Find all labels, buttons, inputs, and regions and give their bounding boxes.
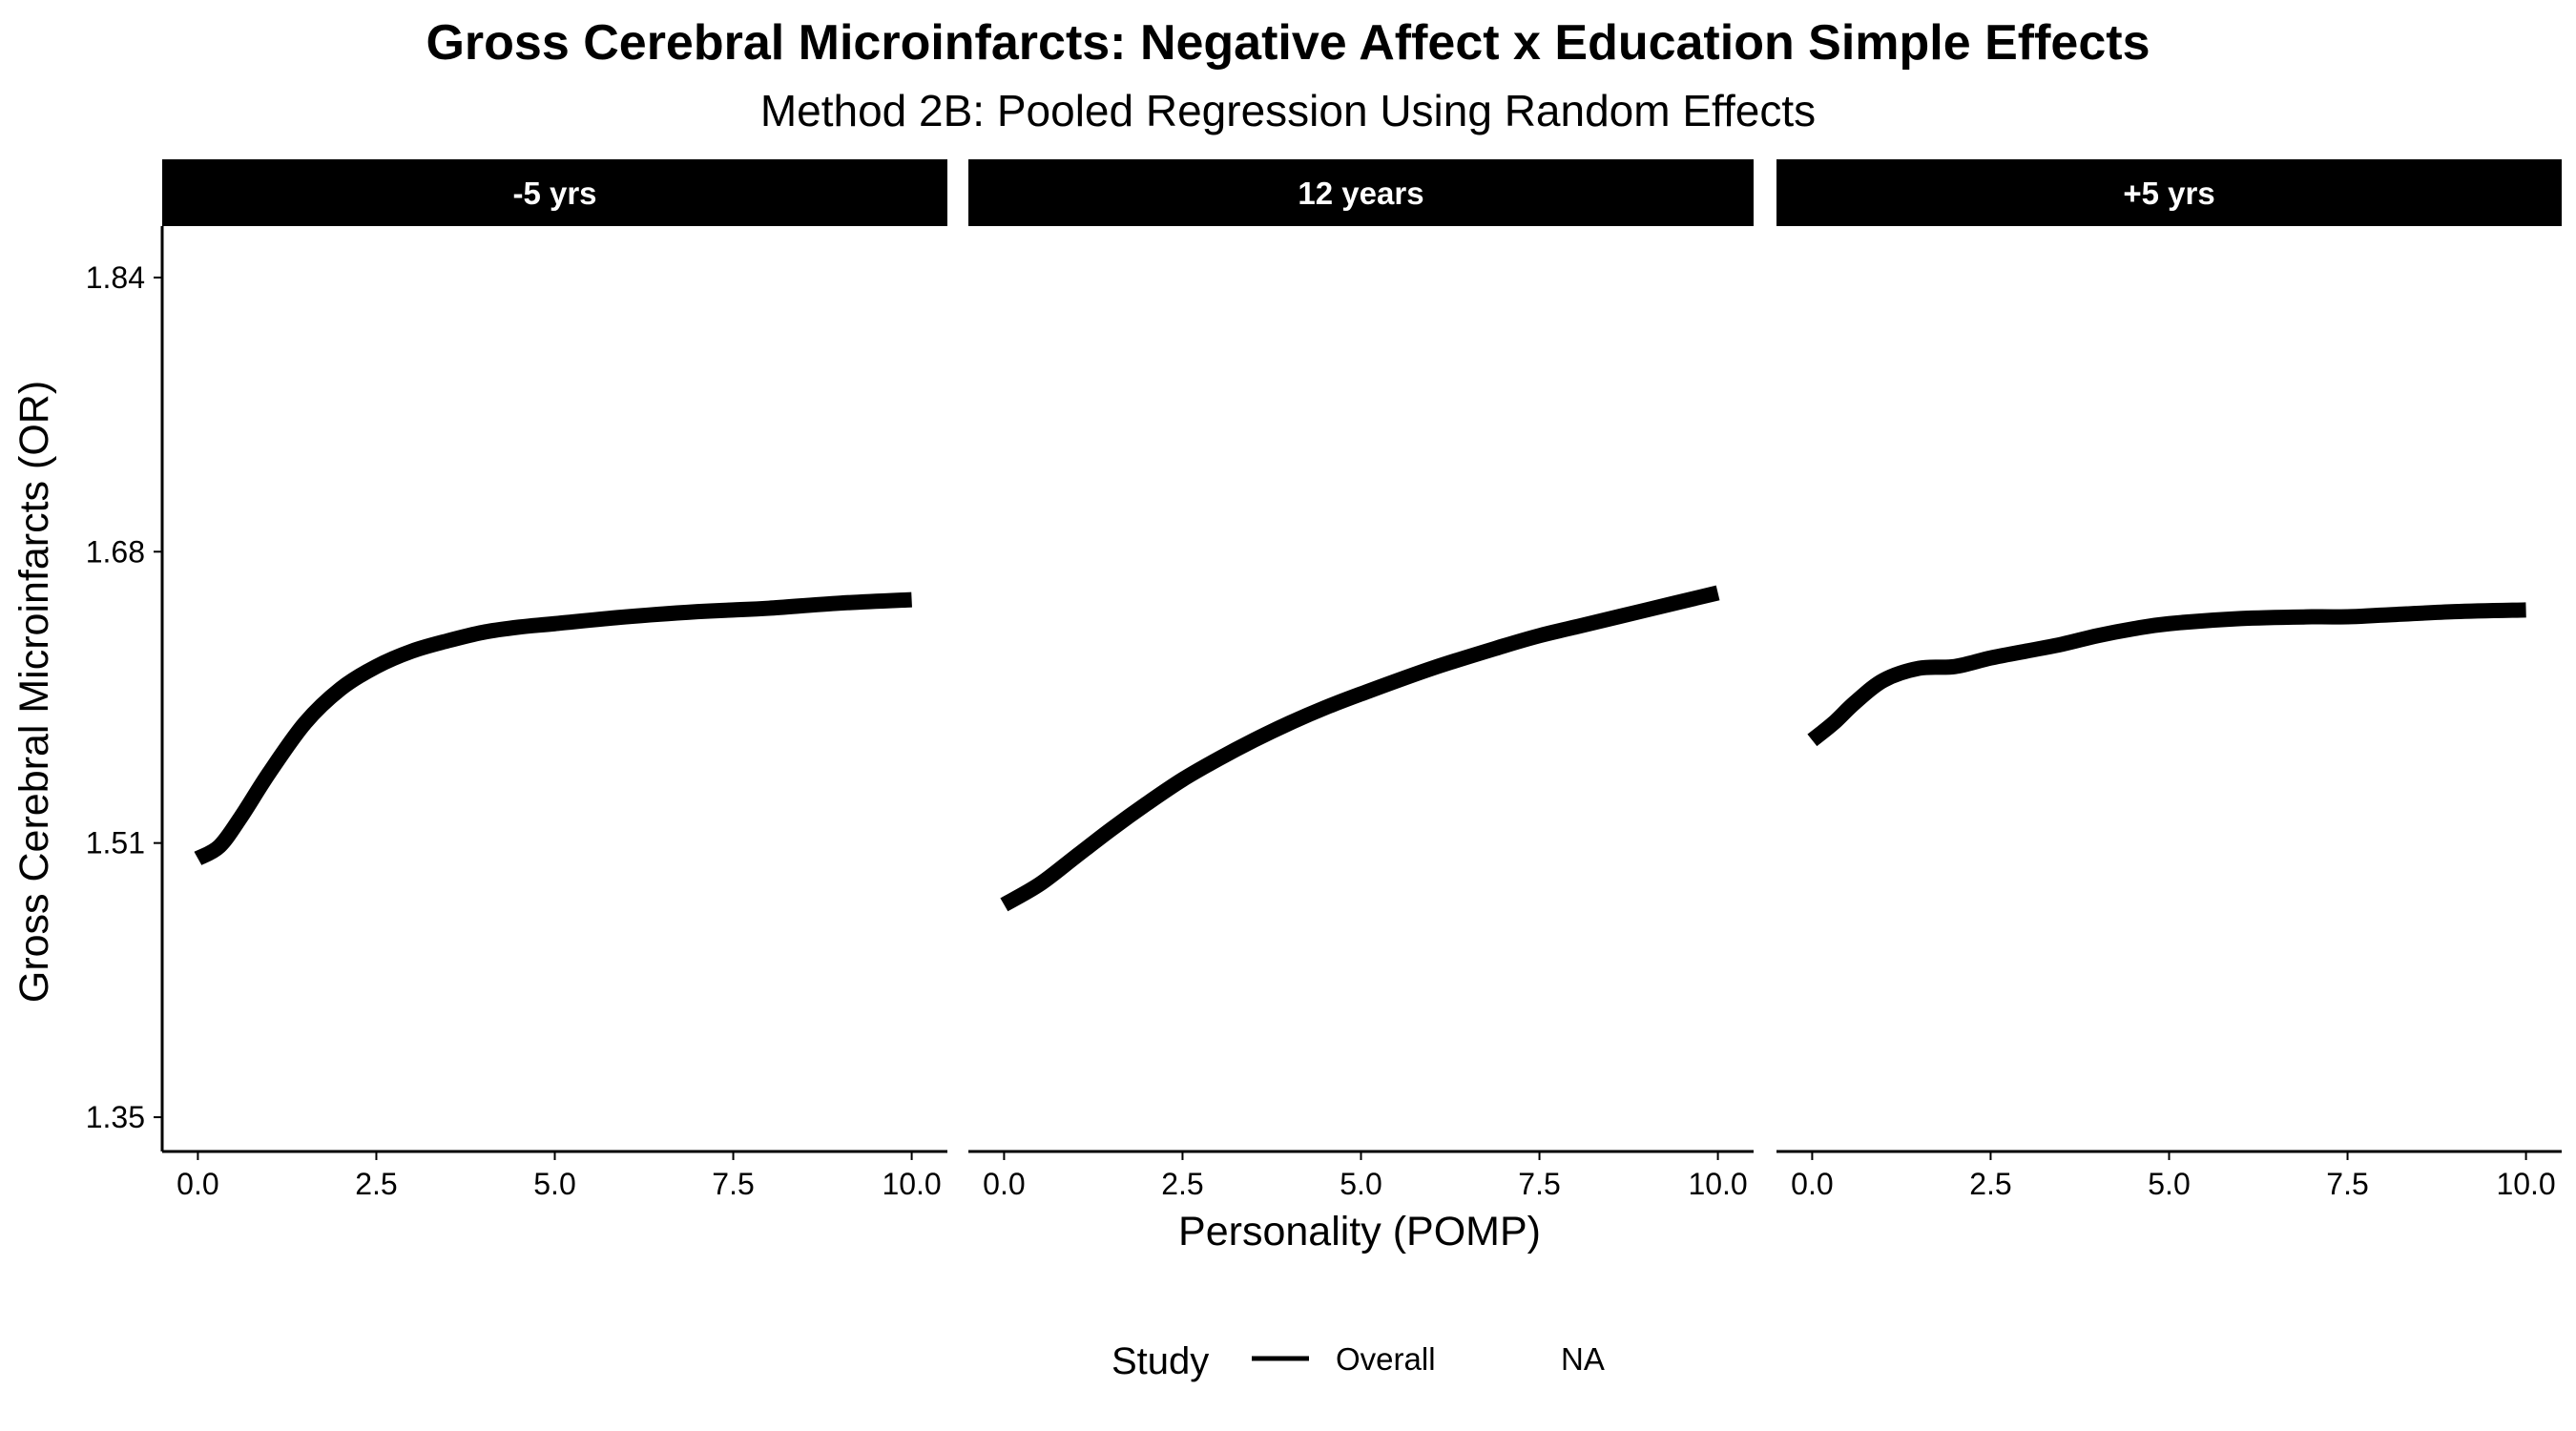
panel-2: 12 years 0.0 2.5 5.0 7.5 10.0 <box>968 159 1754 1201</box>
series-line-overall <box>1000 585 1720 912</box>
x-tick-label: 10.0 <box>1688 1167 1747 1201</box>
strip-background <box>1776 159 2562 226</box>
x-tick-label: 7.5 <box>2326 1167 2368 1201</box>
legend: Study Overall NA <box>1111 1340 1605 1382</box>
x-tick-label: 0.0 <box>177 1167 218 1201</box>
x-tick-label: 7.5 <box>1518 1167 1560 1201</box>
series-line-overall <box>1807 602 2526 747</box>
y-tick-label: 1.68 <box>86 534 145 569</box>
x-axis-label: Personality (POMP) <box>1178 1209 1541 1255</box>
y-tick-label: 1.51 <box>86 826 145 861</box>
y-tick-label: 1.84 <box>86 260 145 295</box>
strip-label: 12 years <box>1298 176 1423 211</box>
legend-label-na: NA <box>1561 1341 1605 1377</box>
strip-label: +5 yrs <box>2123 176 2214 211</box>
x-tick-label: 5.0 <box>1340 1167 1381 1201</box>
strip-background <box>162 159 947 226</box>
x-tick-label: 10.0 <box>882 1167 941 1201</box>
series-line-overall <box>194 591 912 866</box>
panel-1: -5 yrs 0.0 2.5 5.0 7.5 10.0 <box>162 159 947 1201</box>
panel-3: +5 yrs 0.0 2.5 5.0 7.5 10.0 <box>1776 159 2562 1201</box>
x-tick-label: 7.5 <box>712 1167 754 1201</box>
strip-background <box>968 159 1754 226</box>
x-tick-label: 5.0 <box>533 1167 575 1201</box>
chart-subtitle: Method 2B: Pooled Regression Using Rando… <box>760 86 1816 135</box>
y-axis: 1.35 1.51 1.68 1.84 <box>86 226 164 1151</box>
y-axis-label: Gross Cerebral Microinfarcts (OR) <box>11 381 57 1003</box>
chart-title: Gross Cerebral Microinfarcts: Negative A… <box>426 15 2150 71</box>
panels: -5 yrs 0.0 2.5 5.0 7.5 10.0 12 years 0.0 2.5 5.0 7… <box>162 159 2562 1201</box>
x-tick-label: 2.5 <box>1161 1167 1203 1201</box>
x-tick-label: 0.0 <box>1791 1167 1833 1201</box>
x-tick-label: 5.0 <box>2148 1167 2190 1201</box>
x-tick-label: 0.0 <box>983 1167 1025 1201</box>
strip-label: -5 yrs <box>512 176 596 211</box>
x-tick-label: 2.5 <box>355 1167 397 1201</box>
legend-label-overall: Overall <box>1336 1341 1436 1377</box>
y-tick-label: 1.35 <box>86 1100 145 1134</box>
legend-title: Study <box>1111 1340 1209 1382</box>
x-tick-label: 2.5 <box>1969 1167 2011 1201</box>
x-tick-label: 10.0 <box>2496 1167 2555 1201</box>
